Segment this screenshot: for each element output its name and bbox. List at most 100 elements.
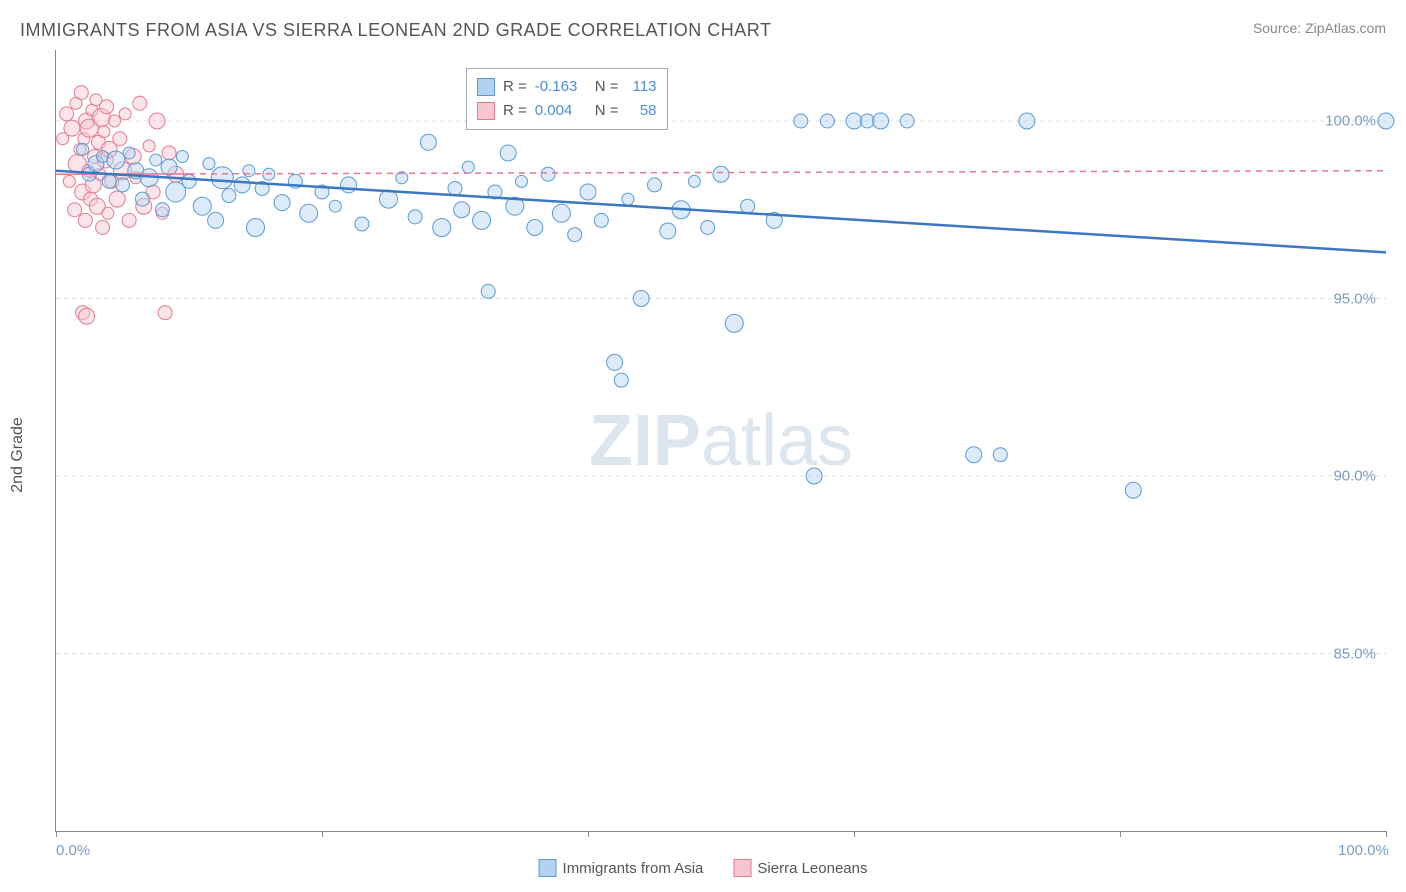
data-point-series1: [161, 159, 177, 175]
trend-line: [56, 171, 1386, 253]
legend-swatch-series1: [539, 859, 557, 877]
stats-row: R = -0.163 N = 113: [477, 75, 657, 99]
data-point-series1: [123, 147, 135, 159]
data-point-series1: [247, 219, 265, 237]
data-point-series1: [448, 181, 462, 195]
data-point-series1: [1019, 113, 1035, 129]
data-point-series1: [568, 228, 582, 242]
data-point-series2: [109, 115, 121, 127]
data-point-series2: [64, 120, 80, 136]
stats-r-value: -0.163: [535, 75, 587, 99]
legend-label-series1: Immigrants from Asia: [563, 860, 704, 877]
bottom-legend: Immigrants from Asia Sierra Leoneans: [539, 859, 868, 877]
data-point-series1: [107, 151, 125, 169]
data-point-series1: [176, 151, 188, 163]
data-point-series1: [274, 195, 290, 211]
data-point-series1: [633, 291, 649, 307]
data-point-series1: [541, 167, 555, 181]
data-point-series1: [900, 114, 914, 128]
data-point-series1: [713, 166, 729, 182]
data-point-series1: [77, 143, 89, 155]
data-point-series1: [580, 184, 596, 200]
data-point-series1: [300, 204, 318, 222]
data-point-series2: [158, 306, 172, 320]
data-point-series2: [96, 221, 110, 235]
source-name: ZipAtlas.com: [1305, 20, 1386, 36]
data-point-series1: [820, 114, 834, 128]
data-point-series2: [119, 108, 131, 120]
data-point-series1: [846, 113, 862, 129]
stats-n-label: N =: [595, 99, 619, 123]
stats-box: R = -0.163 N = 113R = 0.004 N = 58: [466, 68, 668, 130]
y-tick-label: 95.0%: [1333, 290, 1376, 307]
data-point-series1: [622, 193, 634, 205]
source-prefix: Source:: [1253, 20, 1305, 36]
data-point-series2: [98, 126, 110, 138]
plot-area: ZIPatlas R =-0.163N =113R =0.004N =58 85…: [55, 50, 1386, 832]
data-point-series1: [607, 354, 623, 370]
x-tick-mark: [1120, 831, 1121, 837]
data-point-series1: [1125, 482, 1141, 498]
data-point-series1: [420, 134, 436, 150]
data-point-series1: [701, 221, 715, 235]
x-tick-mark: [1386, 831, 1387, 837]
y-axis-label: 2nd Grade: [9, 417, 27, 493]
chart-title: IMMIGRANTS FROM ASIA VS SIERRA LEONEAN 2…: [20, 20, 771, 41]
data-point-series1: [102, 174, 116, 188]
data-point-series1: [725, 314, 743, 332]
data-point-series1: [193, 197, 211, 215]
data-point-series2: [109, 191, 125, 207]
x-tick-mark: [854, 831, 855, 837]
data-point-series1: [234, 177, 250, 193]
chart-canvas: [56, 50, 1386, 831]
legend-item-series1: Immigrants from Asia: [539, 859, 704, 877]
data-point-series1: [806, 468, 822, 484]
data-point-series2: [133, 96, 147, 110]
source-attribution: Source: ZipAtlas.com: [1253, 20, 1386, 36]
trend-line: [189, 171, 1386, 174]
data-point-series1: [614, 373, 628, 387]
data-point-series2: [79, 308, 95, 324]
data-point-series1: [966, 447, 982, 463]
data-point-series1: [150, 154, 162, 166]
data-point-series1: [688, 175, 700, 187]
data-point-series1: [993, 448, 1007, 462]
data-point-series1: [454, 202, 470, 218]
y-tick-label: 100.0%: [1325, 113, 1376, 130]
data-point-series1: [408, 210, 422, 224]
stats-swatch: [477, 102, 495, 120]
data-point-series1: [873, 113, 889, 129]
data-point-series1: [203, 158, 215, 170]
data-point-series1: [329, 200, 341, 212]
data-point-series1: [594, 213, 608, 227]
data-point-series1: [473, 211, 491, 229]
data-point-series1: [341, 177, 357, 193]
data-point-series2: [63, 175, 75, 187]
data-point-series1: [243, 165, 255, 177]
stats-r-value: 0.004: [535, 99, 587, 123]
stats-n-value: 58: [627, 99, 657, 123]
data-point-series2: [143, 140, 155, 152]
legend-label-series2: Sierra Leoneans: [757, 860, 867, 877]
stats-n-label: N =: [595, 75, 619, 99]
data-point-series1: [462, 161, 474, 173]
stats-swatch: [477, 78, 495, 96]
data-point-series1: [116, 178, 130, 192]
data-point-series1: [135, 192, 149, 206]
data-point-series1: [433, 219, 451, 237]
stats-row: R =0.004N =58: [477, 99, 657, 123]
data-point-series1: [660, 223, 676, 239]
data-point-series2: [102, 207, 114, 219]
data-point-series1: [182, 174, 196, 188]
x-tick-label: 100.0%: [1338, 842, 1389, 859]
x-tick-mark: [588, 831, 589, 837]
data-point-series2: [122, 213, 136, 227]
x-tick-label: 0.0%: [56, 842, 90, 859]
data-point-series1: [222, 189, 236, 203]
stats-r-label: R =: [503, 75, 527, 99]
data-point-series1: [552, 204, 570, 222]
data-point-series1: [741, 199, 755, 213]
data-point-series2: [162, 146, 176, 160]
data-point-series1: [155, 203, 169, 217]
stats-n-value: 113: [627, 75, 657, 99]
